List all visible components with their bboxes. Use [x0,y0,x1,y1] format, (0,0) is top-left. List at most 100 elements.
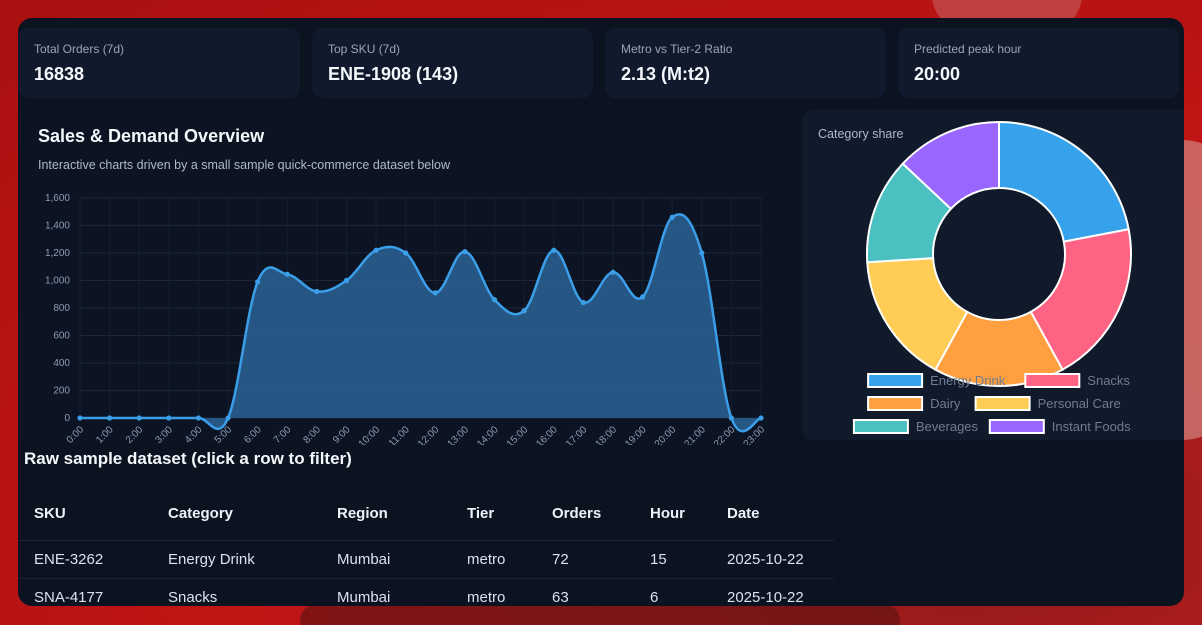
data-point [255,279,261,285]
kpi-value: ENE-1908 (143) [328,64,459,84]
data-point [403,250,409,256]
data-point [610,269,616,275]
cell-category: Snacks [152,577,321,606]
dashboard-panel: Total Orders (7d) 16838 Top SKU (7d) ENE… [18,18,1184,606]
cell-category: Energy Drink [152,539,321,578]
cell-hour: 15 [634,539,711,578]
column-header-hour[interactable]: Hour [650,505,685,523]
x-tick-label: 7:00 [272,424,294,445]
x-tick-label: 21:00 [682,424,708,445]
x-tick-label: 13:00 [446,424,472,445]
x-tick-label: 2:00 [124,424,146,445]
legend-label: Dairy [930,396,961,411]
kpi-label: Predicted peak hour [914,42,1022,56]
legend-swatch [1024,373,1081,388]
kpi-card-metro-ratio: Metro vs Tier-2 Ratio 2.13 (M:t2) [605,28,886,98]
table-title: Raw sample dataset (click a row to filte… [24,449,352,468]
y-tick-label: 1,200 [45,248,70,259]
cell-sku: ENE-3262 [18,539,152,578]
y-tick-label: 200 [53,386,70,397]
legend-label: Snacks [1087,373,1130,388]
column-header-sku[interactable]: SKU [34,505,66,523]
chart-subtitle: Interactive charts driven by a small sam… [38,158,450,172]
data-point [669,214,675,220]
cell-tier: metro [451,577,536,606]
sales-demand-card: 0 200 400 600 800 1,000 1,200 1,400 1,600 0:00 1:0… [18,110,788,445]
kpi-label: Total Orders (7d) [34,42,125,56]
donut-title: Category share [818,127,904,141]
column-header-tier[interactable]: Tier [467,505,495,523]
legend-label: Beverages [916,419,979,434]
kpi-label: Metro vs Tier-2 Ratio [621,42,733,56]
x-tick-label: 6:00 [242,424,264,445]
dataset-table-wrapper: SKU Category Region Tier Orders Hour Dat… [18,488,834,606]
data-point [580,299,586,306]
x-tick-label: 3:00 [153,424,175,445]
cell-date: 2025-10-22 [711,577,834,606]
legend-label: Instant Foods [1052,419,1131,434]
cell-orders: 72 [536,539,634,578]
category-share-donut-chart[interactable]: Energy Drink Snacks Dairy Personal Care Beve… [802,110,1184,440]
x-tick-label: 11:00 [387,424,412,445]
hourly-orders-area-chart[interactable]: 0 200 400 600 800 1,000 1,200 1,400 1,600 0:00 1:0… [18,110,788,445]
y-tick-label: 600 [53,331,70,342]
cell-orders: 63 [536,577,634,606]
data-point [195,415,202,421]
x-tick-label: 16:00 [534,424,560,445]
table-row[interactable]: SNA-4177 Snacks Mumbai metro 63 6 2025-1… [18,577,834,606]
legend-label: Energy Drink [930,373,1006,388]
x-tick-label: 1:00 [94,424,116,445]
table-header-row: SKU Category Region Tier Orders Hour Dat… [18,488,834,540]
data-point [107,415,113,421]
legend-swatch [852,419,909,434]
x-tick-label: 18:00 [594,424,620,445]
data-point [491,297,498,303]
x-tick-label: 0:00 [65,424,87,445]
x-tick-label: 14:00 [475,424,501,445]
donut-slice [1029,228,1132,372]
kpi-row: Total Orders (7d) 16838 Top SKU (7d) ENE… [18,28,1184,108]
kpi-value: 20:00 [914,64,961,84]
column-header-orders[interactable]: Orders [552,505,602,523]
kpi-value: 16838 [34,64,85,84]
x-tick-label: 10:00 [357,424,383,445]
chart-title: Sales & Demand Overview [38,126,265,146]
dataset-table: SKU Category Region Tier Orders Hour Dat… [18,488,834,606]
x-tick-label: 17:00 [564,424,590,445]
column-header-date[interactable]: Date [727,505,760,523]
legend-swatch [867,396,924,411]
data-point [432,290,438,296]
data-point [639,294,646,300]
y-tick-label: 1,600 [45,193,70,204]
data-point [551,247,557,253]
data-point [314,288,320,295]
cell-sku: SNA-4177 [18,577,152,606]
category-share-card: Category share Energy Drink Snacks Dairy Pe… [802,110,1184,440]
data-point [343,277,350,284]
x-tick-label: 20:00 [653,424,679,445]
legend-swatch [867,373,924,388]
x-tick-label: 8:00 [301,424,323,445]
x-tick-label: 15:00 [505,424,531,445]
data-point [758,415,764,421]
data-point [373,247,379,253]
kpi-card-peak-hour: Predicted peak hour 20:00 [898,28,1179,98]
data-point [462,249,468,255]
legend-swatch [974,396,1031,411]
cell-date: 2025-10-22 [711,539,834,578]
column-header-category[interactable]: Category [168,505,234,523]
kpi-label: Top SKU (7d) [328,42,401,56]
y-tick-label: 0 [64,413,70,424]
y-tick-label: 400 [53,358,70,369]
kpi-card-top-sku: Top SKU (7d) ENE-1908 (143) [312,28,593,98]
cell-hour: 6 [634,577,711,606]
cell-region: Mumbai [321,577,451,606]
table-row[interactable]: ENE-3262 Energy Drink Mumbai metro 72 15… [18,539,834,578]
legend-label: Personal Care [1038,396,1121,411]
legend-swatch [988,419,1045,434]
y-tick-label: 1,400 [45,221,70,232]
x-tick-label: 22:00 [712,424,738,445]
x-tick-label: 9:00 [331,424,353,445]
column-header-region[interactable]: Region [337,505,388,523]
y-tick-label: 800 [53,303,70,314]
